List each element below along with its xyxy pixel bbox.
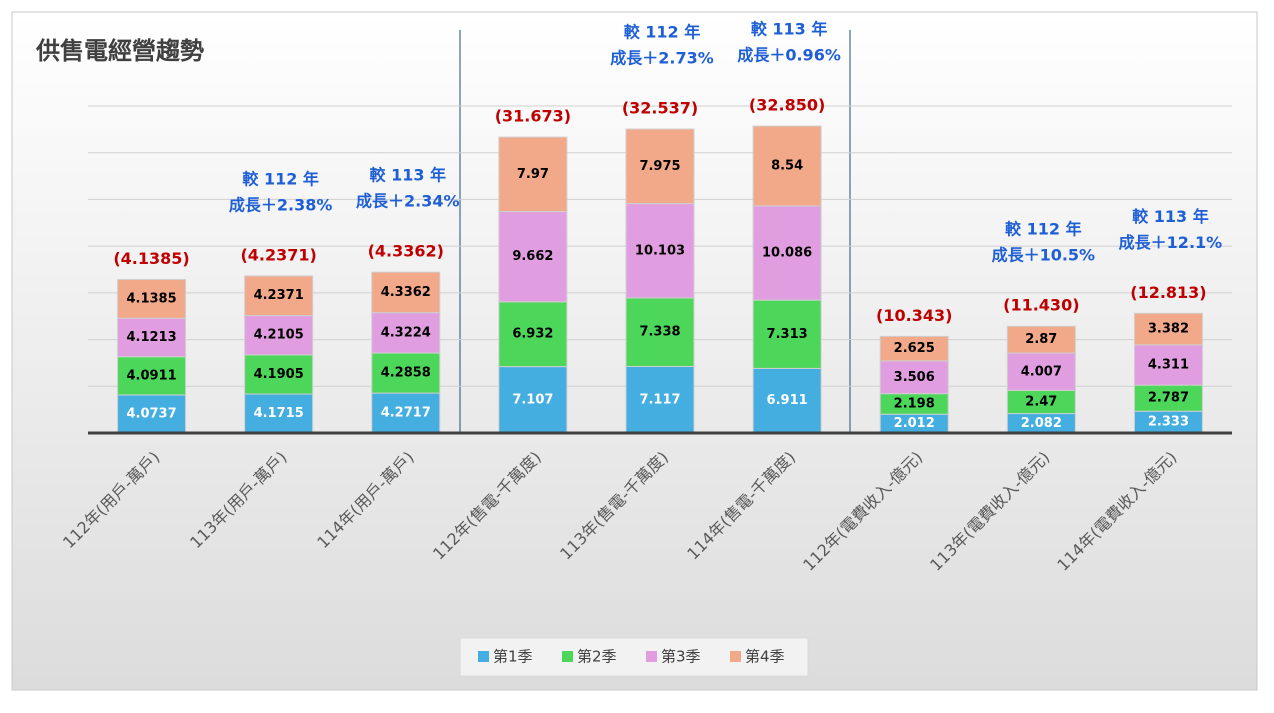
total-label: (12.813) xyxy=(1130,283,1206,302)
bar-segment xyxy=(1133,344,1203,386)
growth-annotation: 較 113 年 xyxy=(751,20,828,39)
bar-segment xyxy=(244,354,314,395)
bar-segment xyxy=(498,366,568,434)
bar-segment xyxy=(498,136,568,213)
legend-label: 第1季 xyxy=(493,648,533,666)
bar-segment xyxy=(1133,384,1203,412)
data-label: 6.932 xyxy=(512,327,553,342)
growth-annotation: 成長＋10.5% xyxy=(992,246,1096,265)
bar-segment xyxy=(244,315,314,356)
legend-swatch xyxy=(478,651,489,662)
data-label: 4.2105 xyxy=(254,328,304,343)
data-label: 2.198 xyxy=(894,396,935,411)
growth-annotation: 較 112 年 xyxy=(624,23,701,42)
total-label: (32.537) xyxy=(622,99,698,118)
data-label: 7.975 xyxy=(639,159,680,174)
data-label: 10.103 xyxy=(635,243,685,258)
total-label: (31.673) xyxy=(495,107,571,126)
data-label: 6.911 xyxy=(767,393,808,408)
bar-segment xyxy=(1133,312,1203,346)
growth-annotation: 成長＋2.38% xyxy=(229,195,333,214)
bar-segment xyxy=(117,317,187,358)
data-label: 2.625 xyxy=(894,341,935,356)
bar-segment xyxy=(117,356,187,396)
bar-segment xyxy=(752,205,822,301)
data-label: 2.787 xyxy=(1148,391,1189,406)
total-label: (32.850) xyxy=(749,96,825,115)
total-label: (4.2371) xyxy=(240,245,316,264)
data-label: 4.0911 xyxy=(126,368,176,383)
bar-segment xyxy=(625,203,695,299)
bar-segment xyxy=(752,367,822,434)
bar-segment xyxy=(625,297,695,368)
bar-segment xyxy=(371,271,441,314)
data-label: 4.2717 xyxy=(381,406,431,421)
bar-segment xyxy=(244,275,314,317)
bar-segment xyxy=(117,279,187,319)
data-label: 7.117 xyxy=(639,392,680,407)
data-label: 4.1213 xyxy=(126,330,176,345)
legend-swatch xyxy=(646,651,657,662)
data-label: 8.54 xyxy=(771,158,803,173)
bar-segment xyxy=(371,392,441,434)
data-label: 3.506 xyxy=(894,370,935,385)
growth-annotation: 成長＋2.34% xyxy=(356,192,460,211)
legend-label: 第4季 xyxy=(745,648,785,666)
data-label: 4.0737 xyxy=(126,406,176,421)
data-label: 4.311 xyxy=(1148,358,1189,373)
data-label: 4.2858 xyxy=(381,366,431,381)
bar-segment xyxy=(879,335,949,362)
bar-segment xyxy=(752,299,822,369)
legend-label: 第3季 xyxy=(661,648,701,666)
legend-box xyxy=(459,637,809,677)
data-label: 2.87 xyxy=(1025,332,1057,347)
growth-annotation: 成長＋12.1% xyxy=(1119,233,1223,252)
bar-segment xyxy=(117,394,187,434)
legend-swatch xyxy=(562,651,573,662)
total-label: (11.430) xyxy=(1003,296,1079,315)
growth-annotation: 較 112 年 xyxy=(1005,220,1082,239)
data-label: 3.382 xyxy=(1148,322,1189,337)
data-label: 4.2371 xyxy=(254,288,304,303)
growth-annotation: 成長＋0.96% xyxy=(737,46,841,65)
data-label: 9.662 xyxy=(512,249,553,264)
data-label: 4.3362 xyxy=(381,285,431,300)
growth-annotation: 較 112 年 xyxy=(242,169,319,188)
bar-segment xyxy=(625,366,695,434)
data-label: 10.086 xyxy=(762,245,812,260)
growth-annotation: 較 113 年 xyxy=(370,166,447,185)
bar-segment xyxy=(371,312,441,354)
data-label: 2.082 xyxy=(1021,416,1062,431)
bar-segment xyxy=(1006,352,1076,391)
data-label: 4.007 xyxy=(1021,364,1062,379)
data-label: 2.012 xyxy=(894,416,935,431)
data-label: 4.1715 xyxy=(254,406,304,421)
legend-swatch xyxy=(730,651,741,662)
data-label: 2.47 xyxy=(1025,395,1057,410)
data-label: 4.1385 xyxy=(126,291,176,306)
bar-segment xyxy=(752,125,822,207)
total-label: (4.1385) xyxy=(113,249,189,268)
bar-segment xyxy=(1006,325,1076,354)
total-label: (4.3362) xyxy=(368,242,444,261)
data-label: 7.107 xyxy=(512,392,553,407)
data-label: 4.3224 xyxy=(381,325,431,340)
data-label: 7.313 xyxy=(767,327,808,342)
total-label: (10.343) xyxy=(876,306,952,325)
data-label: 2.333 xyxy=(1148,415,1189,430)
legend-label: 第2季 xyxy=(577,648,617,666)
growth-annotation: 較 113 年 xyxy=(1132,207,1209,226)
data-label: 7.338 xyxy=(639,325,680,340)
growth-annotation: 成長＋2.73% xyxy=(610,49,714,68)
legend: 第1季 第2季 第3季 第4季 xyxy=(459,637,809,677)
data-label: 7.97 xyxy=(517,167,549,182)
data-label: 4.1905 xyxy=(254,367,304,382)
chart-title: 供售電經營趨勢 xyxy=(35,37,204,65)
bar-segment xyxy=(498,211,568,303)
bar-segment xyxy=(625,128,695,205)
